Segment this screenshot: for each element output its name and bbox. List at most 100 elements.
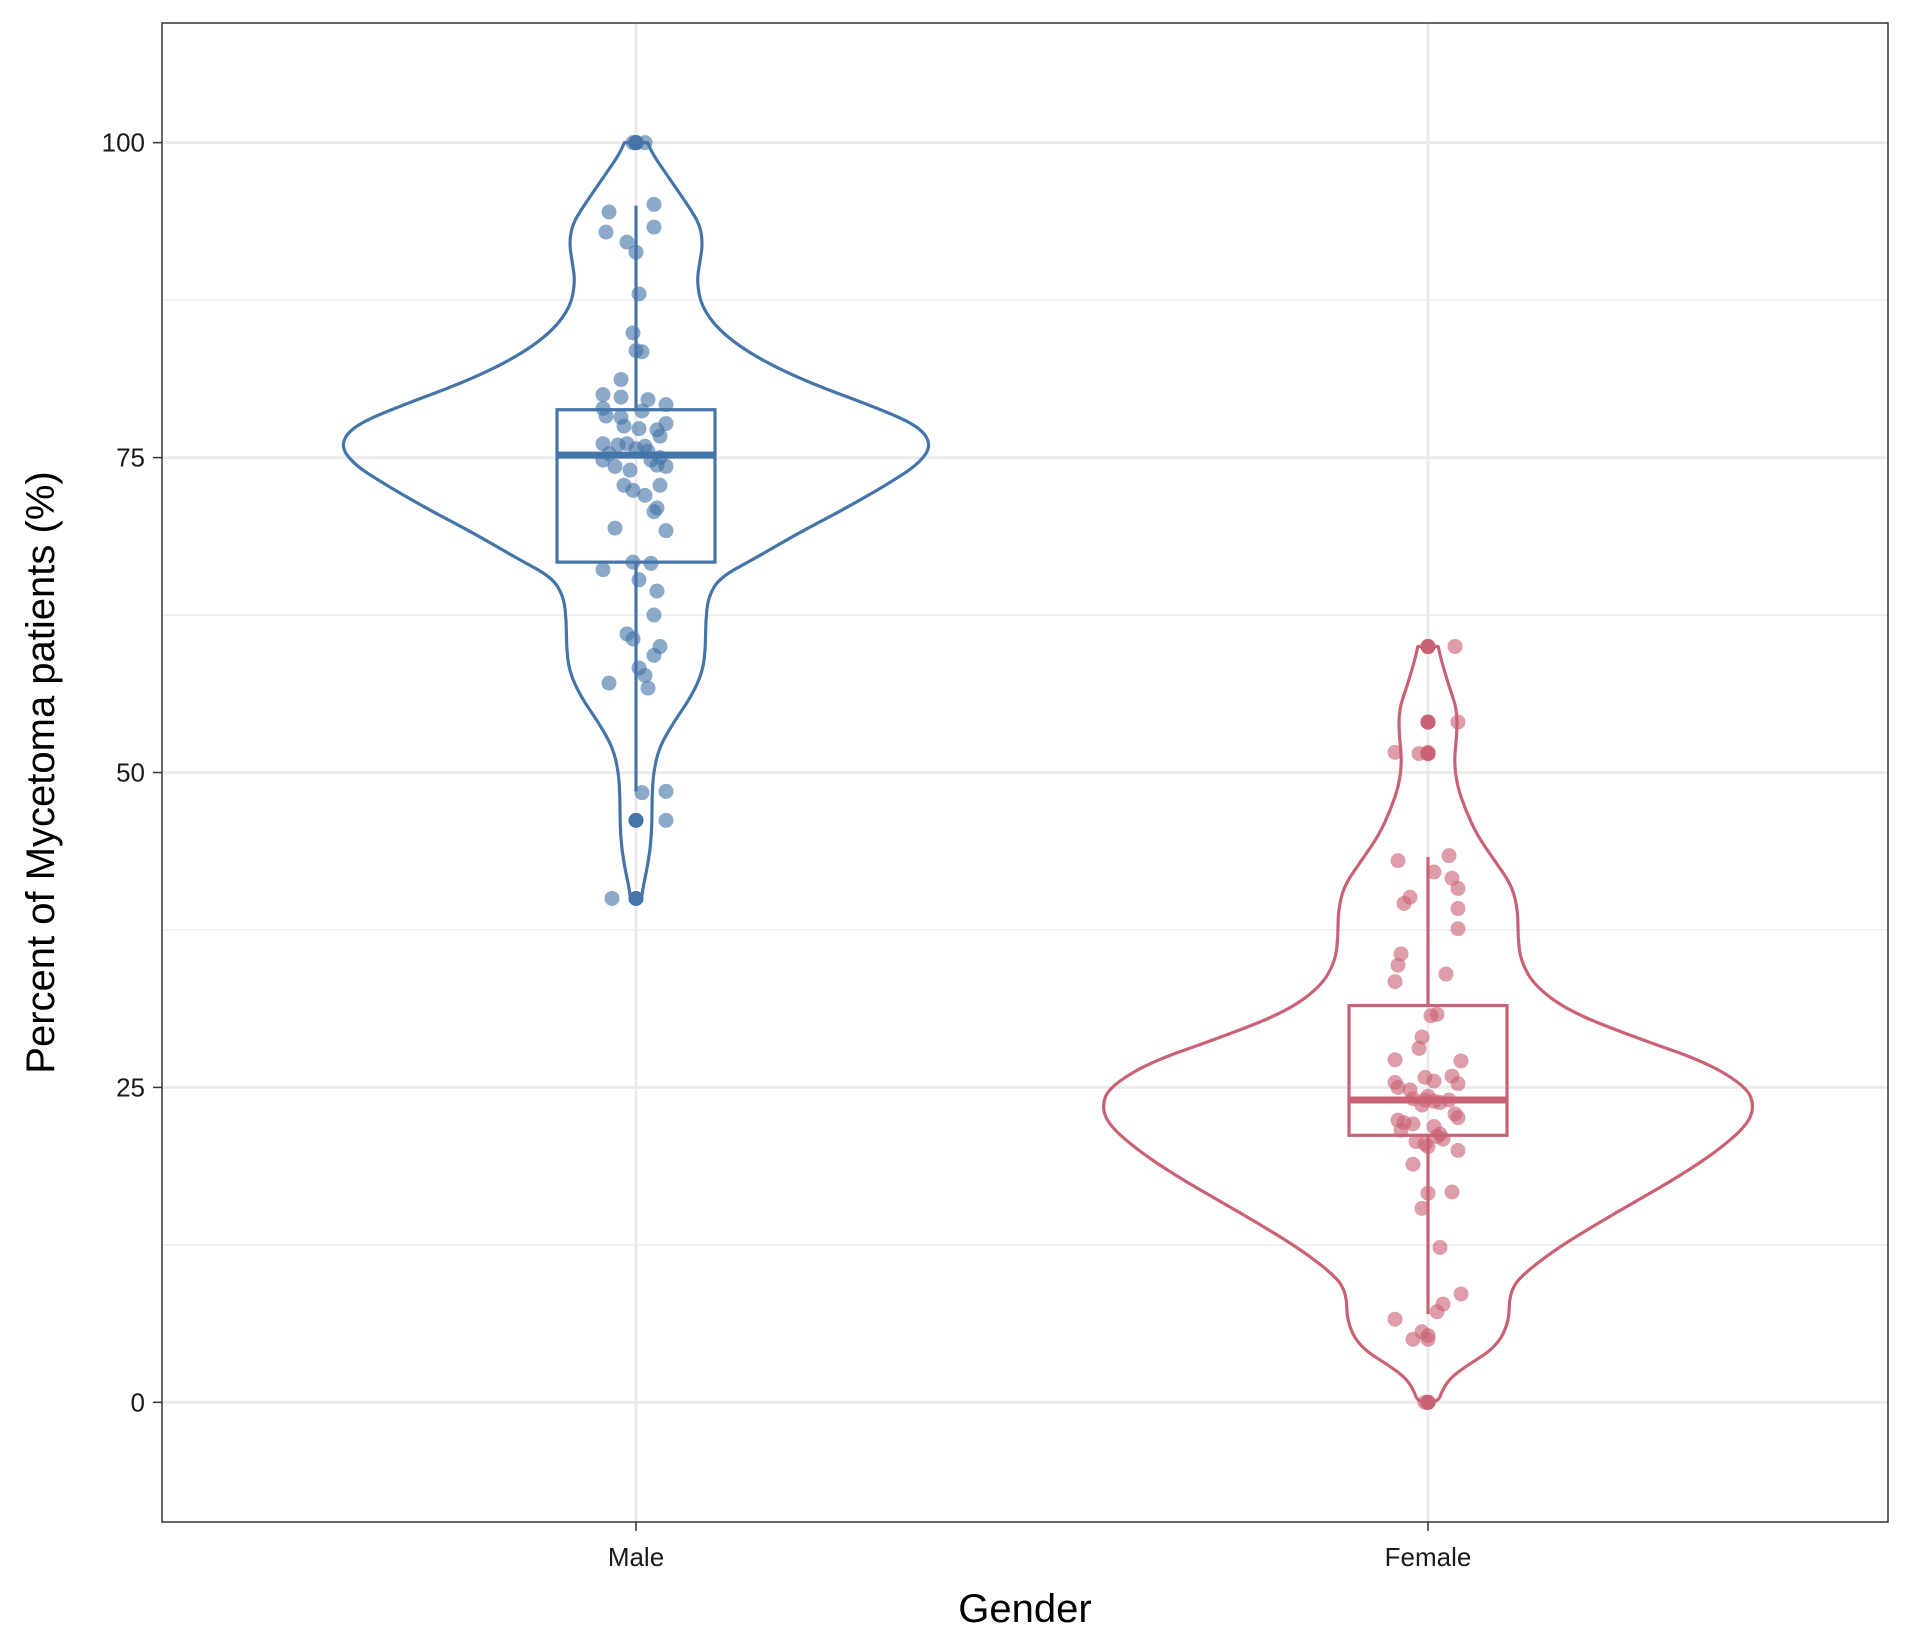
data-point-female — [1411, 1040, 1427, 1056]
data-point-male — [646, 219, 662, 235]
data-point-male — [595, 387, 611, 403]
data-point-male — [598, 408, 614, 424]
data-point-male — [649, 583, 665, 599]
data-point-male — [637, 135, 653, 151]
data-point-female — [1387, 974, 1403, 990]
data-point-male — [631, 421, 647, 437]
data-point-female — [1420, 1331, 1436, 1347]
x-tick-label: Male — [608, 1542, 664, 1572]
data-point-male — [646, 504, 662, 520]
data-point-male — [601, 675, 617, 691]
data-point-female — [1420, 1185, 1436, 1201]
data-point-male — [625, 135, 641, 151]
data-point-female — [1414, 1200, 1430, 1216]
data-point-female — [1453, 1286, 1469, 1302]
data-point-male — [625, 631, 641, 647]
data-point-male — [619, 234, 635, 250]
data-point-female — [1405, 1331, 1421, 1347]
data-point-male — [628, 890, 644, 906]
data-point-male — [640, 680, 656, 696]
data-point-male — [658, 397, 674, 413]
data-point-male — [640, 392, 656, 408]
data-point-female — [1453, 1053, 1469, 1069]
data-point-female — [1420, 1394, 1436, 1410]
data-point-male — [628, 244, 644, 260]
data-point-female — [1432, 1239, 1448, 1255]
data-point-female — [1441, 848, 1457, 864]
data-point-female — [1435, 1131, 1451, 1147]
data-point-female — [1450, 901, 1466, 917]
data-point-female — [1447, 639, 1463, 655]
data-point-female — [1396, 896, 1412, 912]
x-axis-title: Gender — [958, 1587, 1091, 1631]
data-point-male — [634, 785, 650, 801]
data-point-male — [643, 555, 659, 571]
data-point-male — [625, 482, 641, 498]
data-point-male — [625, 325, 641, 341]
y-tick-label: 50 — [116, 758, 145, 788]
data-point-male — [628, 812, 644, 828]
y-tick-label: 75 — [116, 443, 145, 473]
data-point-female — [1414, 1097, 1430, 1113]
data-point-male — [646, 607, 662, 623]
data-point-female — [1390, 853, 1406, 869]
data-point-male — [652, 477, 668, 493]
data-point-female — [1405, 1116, 1421, 1132]
data-point-male — [616, 418, 632, 434]
data-point-male — [607, 458, 623, 474]
data-point-female — [1450, 714, 1466, 730]
data-point-male — [658, 523, 674, 539]
data-point-male — [622, 462, 638, 478]
data-point-male — [595, 562, 611, 578]
y-axis-title: Percent of Mycetoma patients (%) — [19, 471, 63, 1073]
data-point-female — [1387, 1311, 1403, 1327]
data-point-female — [1429, 1304, 1445, 1320]
data-point-female — [1387, 744, 1403, 760]
data-point-male — [637, 487, 653, 503]
data-point-female — [1438, 966, 1454, 982]
data-point-female — [1450, 1076, 1466, 1092]
data-point-female — [1450, 921, 1466, 937]
data-point-male — [598, 224, 614, 240]
data-point-female — [1414, 1029, 1430, 1045]
data-point-female — [1387, 1052, 1403, 1068]
data-point-female — [1420, 639, 1436, 655]
data-point-female — [1390, 1079, 1406, 1095]
data-point-female — [1393, 1122, 1409, 1138]
data-point-female — [1420, 1139, 1436, 1155]
data-point-male — [637, 668, 653, 684]
data-point-male — [658, 783, 674, 799]
data-point-female — [1405, 1156, 1421, 1172]
data-point-male — [631, 286, 647, 302]
data-point-male — [601, 204, 617, 220]
x-tick-label: Female — [1385, 1542, 1472, 1572]
y-tick-label: 25 — [116, 1072, 145, 1102]
data-point-male — [658, 458, 674, 474]
data-point-male — [613, 371, 629, 387]
data-point-female — [1432, 1095, 1448, 1111]
axes: 0 25 50 75 100 Male Female — [102, 128, 1472, 1572]
data-point-female — [1450, 1110, 1466, 1126]
data-point-male — [607, 520, 623, 536]
data-point-female — [1423, 1008, 1439, 1024]
data-point-male — [646, 196, 662, 212]
data-point-female — [1450, 880, 1466, 896]
data-point-male — [646, 647, 662, 663]
data-point-female — [1426, 1073, 1442, 1089]
data-point-male — [631, 572, 647, 588]
data-point-male — [634, 403, 650, 419]
data-point-female — [1450, 1142, 1466, 1158]
data-point-female — [1420, 744, 1436, 760]
data-point-male — [613, 389, 629, 405]
data-point-female — [1420, 714, 1436, 730]
y-tick-label: 0 — [131, 1387, 145, 1417]
y-tick-label: 100 — [102, 128, 145, 158]
box-iqr — [1347, 1003, 1509, 1137]
data-points — [595, 135, 1469, 1410]
data-point-male — [634, 344, 650, 360]
data-point-female — [1426, 864, 1442, 880]
data-point-female — [1444, 1184, 1460, 1200]
data-point-male — [595, 452, 611, 468]
data-point-female — [1393, 946, 1409, 962]
